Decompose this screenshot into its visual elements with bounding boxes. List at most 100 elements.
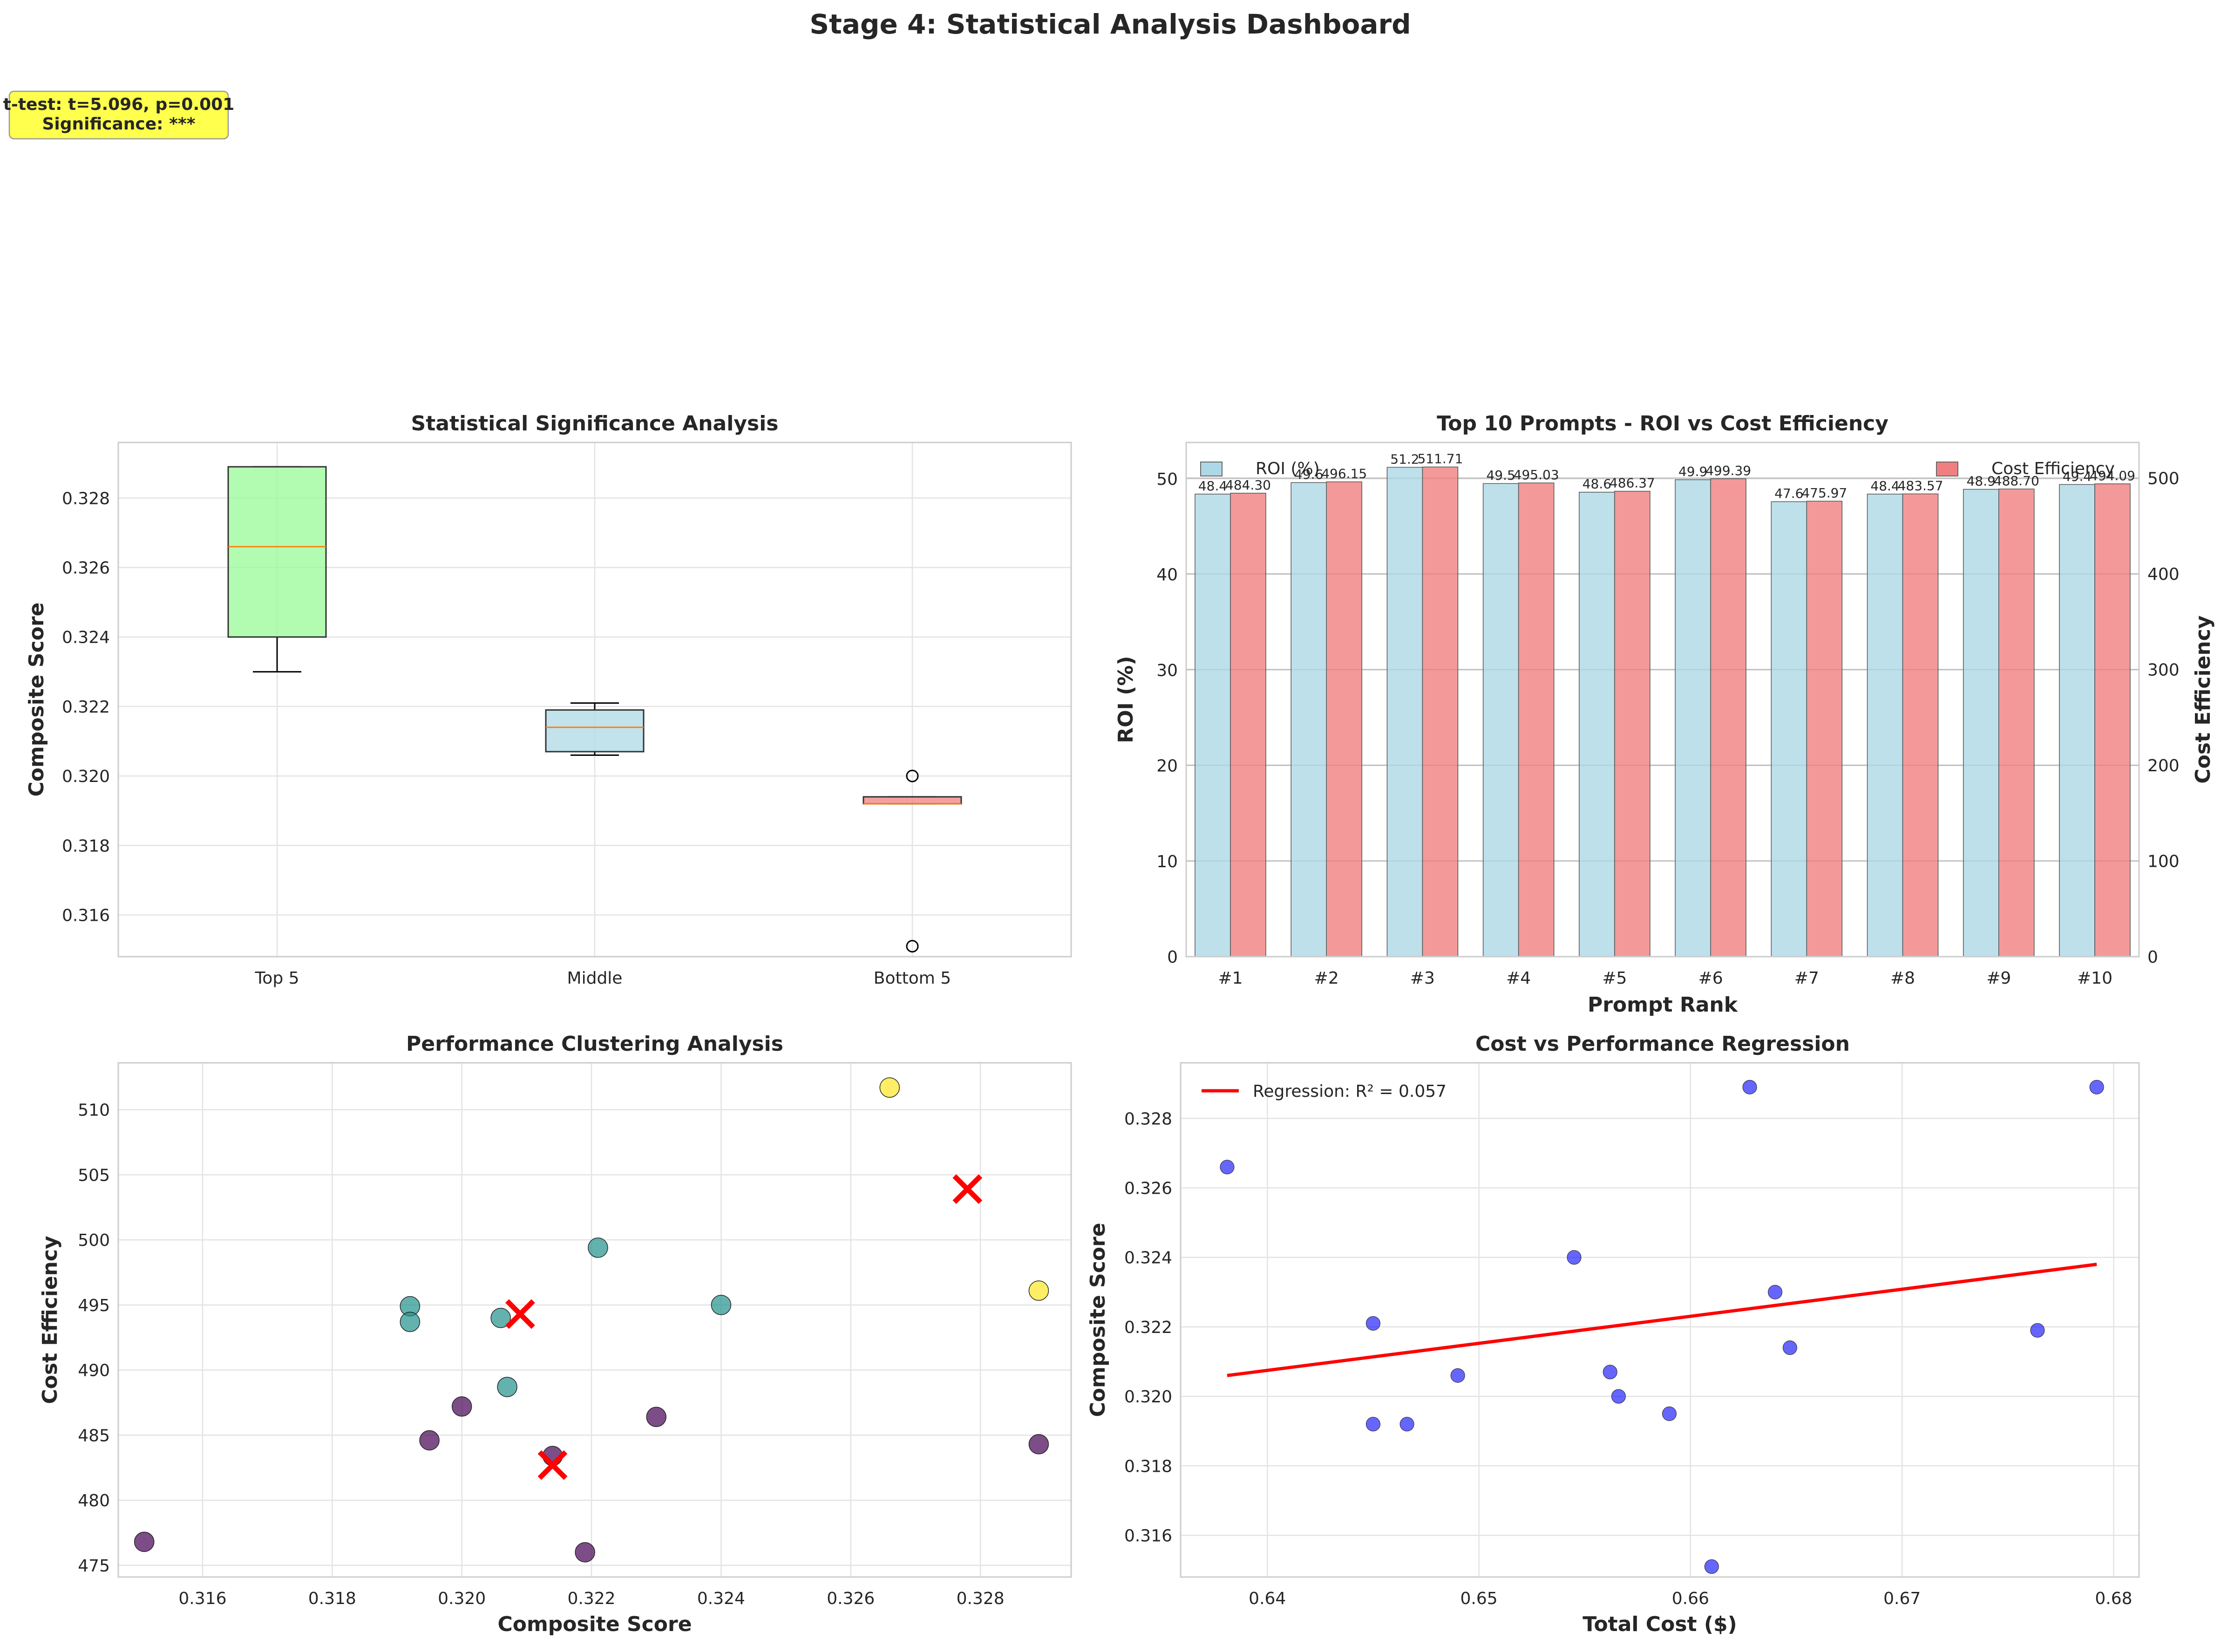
regression-ticks: 0.64 0.65 0.66 0.67 0.68 0.316 0.318 0.320 0.322…	[1124, 1109, 2133, 1608]
centroid-stroke	[952, 1174, 983, 1204]
ytick-label: 0.320	[1124, 1387, 1172, 1407]
ytick-label: 490	[78, 1361, 110, 1380]
bar-chart-panel: Top 10 Prompts - ROI vs Cost Efficiency …	[1114, 412, 2215, 1017]
ytick-label: 0.320	[62, 767, 110, 786]
cost-efficiency-bar-label: 475.97	[1801, 485, 1847, 501]
cost-score-point	[1782, 1340, 1797, 1355]
xtick-label: #5	[1602, 969, 1627, 988]
roi-bar-label: 48.4	[1198, 478, 1227, 494]
ytick-label: 0.316	[62, 906, 110, 925]
cost-score-point	[1365, 1417, 1380, 1432]
roi-bar	[1386, 467, 1423, 957]
cost-efficiency-bar	[1998, 489, 2035, 957]
cost-score-point	[1399, 1417, 1414, 1432]
bar-chart-ylabel-left: ROI (%)	[1114, 656, 1138, 743]
bar-chart-ylabel-right: Cost Efficiency	[2191, 615, 2215, 783]
cluster-point	[451, 1396, 472, 1417]
cost-efficiency-bar-label: 494.09	[2090, 468, 2135, 483]
roi-bar-label: 51.2	[1390, 451, 1419, 467]
cost-efficiency-bar	[2094, 483, 2131, 957]
legend-regression-label: Regression: R² = 0.057	[1253, 1082, 1447, 1101]
cluster-point	[134, 1531, 155, 1552]
ytick-label: 0.318	[62, 836, 110, 856]
xtick-label: 0.64	[1249, 1589, 1286, 1608]
cost-efficiency-bar	[1710, 478, 1746, 957]
ytick-label-right: 200	[2147, 756, 2180, 775]
cost-efficiency-bar	[1518, 483, 1555, 957]
cluster-centroid	[537, 1450, 568, 1480]
roi-bar-label: 49.6	[1294, 467, 1323, 482]
box-flier	[906, 940, 919, 953]
bar-chart-frame	[1185, 442, 2140, 958]
cost-efficiency-bar-label: 499.39	[1705, 463, 1751, 478]
xtick-label: #9	[1986, 969, 2011, 988]
roi-bar-label: 48.6	[1583, 476, 1611, 492]
xtick-label: 0.66	[1672, 1589, 1709, 1608]
ytick-label: 0.328	[1124, 1109, 1172, 1129]
roi-bar	[1675, 479, 1711, 957]
cluster-point	[400, 1312, 421, 1332]
xtick-label: #1	[1218, 969, 1243, 988]
cost-score-point	[1768, 1285, 1783, 1299]
cost-efficiency-bar	[1422, 466, 1459, 957]
cost-score-point	[2089, 1080, 2104, 1095]
cost-efficiency-bar-label: 496.15	[1321, 466, 1367, 482]
cluster-point	[419, 1430, 440, 1451]
xtick-label: 0.67	[1883, 1589, 1921, 1608]
ytick-label: 0.326	[1124, 1179, 1172, 1198]
cost-efficiency-bar	[1230, 493, 1266, 957]
cost-score-point	[1742, 1080, 1757, 1095]
regression-marks	[1220, 1080, 2104, 1574]
stat-annotation-box: t-test: t=5.096, p=0.001 Significance: *…	[3, 90, 234, 140]
box-flier	[906, 769, 919, 782]
cluster-scatter-panel: Performance Clustering Analysis 0.316 0.3…	[38, 1032, 1072, 1636]
centroid-stroke	[505, 1299, 535, 1329]
stat-significance-text: Significance: ***	[42, 115, 195, 134]
xtick-label: #4	[1506, 969, 1531, 988]
ytick-label: 0.324	[62, 628, 110, 647]
cluster-scatter-marks	[134, 1077, 1049, 1563]
ytick-label-left: 30	[1156, 661, 1178, 680]
xtick-label: #2	[1314, 969, 1339, 988]
xtick-label: 0.328	[957, 1589, 1005, 1608]
legend-cost-efficiency-swatch	[1936, 462, 1958, 476]
cluster-scatter-title: Performance Clustering Analysis	[406, 1032, 783, 1056]
cost-efficiency-bar-label: 495.03	[1514, 467, 1559, 483]
ytick-label: 475	[78, 1557, 110, 1576]
legend-cost-efficiency-label: Cost Efficiency	[1991, 459, 2115, 478]
roi-bar	[1867, 494, 1903, 957]
cost-score-point	[1704, 1559, 1719, 1574]
roi-bar	[1482, 483, 1519, 957]
regression-legend: Regression: R² = 0.057	[1202, 1082, 1447, 1101]
ytick-label-right: 400	[2147, 565, 2180, 584]
ytick-label: 0.324	[1124, 1249, 1172, 1268]
cluster-centroid	[952, 1174, 983, 1204]
cluster-point	[1028, 1434, 1049, 1455]
box-iqr	[545, 709, 645, 753]
legend-roi-label: ROI (%)	[1256, 459, 1320, 478]
cost-efficiency-bar	[1902, 493, 1939, 957]
cost-score-point	[1365, 1316, 1380, 1331]
bar-chart-xlabel: Prompt Rank	[1588, 993, 1739, 1017]
ytick-label: 485	[78, 1426, 110, 1445]
cost-score-point	[1603, 1365, 1617, 1380]
cost-efficiency-bar-label: 486.37	[1610, 476, 1655, 491]
legend-roi-swatch	[1200, 462, 1223, 476]
cost-efficiency-bar	[1326, 481, 1362, 957]
roi-bar-label: 47.6	[1774, 486, 1803, 501]
cluster-scatter-ticks: 0.316 0.318 0.320 0.322 0.324 0.326 0.328 475 48…	[78, 1101, 1004, 1608]
roi-bar	[1771, 501, 1807, 957]
cost-score-point	[1450, 1368, 1465, 1383]
cluster-centroid	[505, 1299, 535, 1329]
cost-score-point	[1220, 1160, 1235, 1175]
xtick-label: Top 5	[254, 969, 299, 988]
xtick-label: 0.318	[308, 1589, 356, 1608]
roi-bar-label: 49.5	[1486, 468, 1515, 483]
box-plot-panel: Statistical Significance Analysis 0.3160…	[25, 412, 1072, 988]
cost-efficiency-bar-label: 483.57	[1898, 478, 1943, 493]
roi-bar-label: 49.9	[1678, 464, 1707, 479]
roi-bar-label: 48.4	[1870, 478, 1899, 494]
roi-bar-label: 48.9	[1967, 474, 1996, 489]
regression-line	[1227, 1263, 2097, 1377]
ytick-label-left: 40	[1156, 565, 1178, 585]
